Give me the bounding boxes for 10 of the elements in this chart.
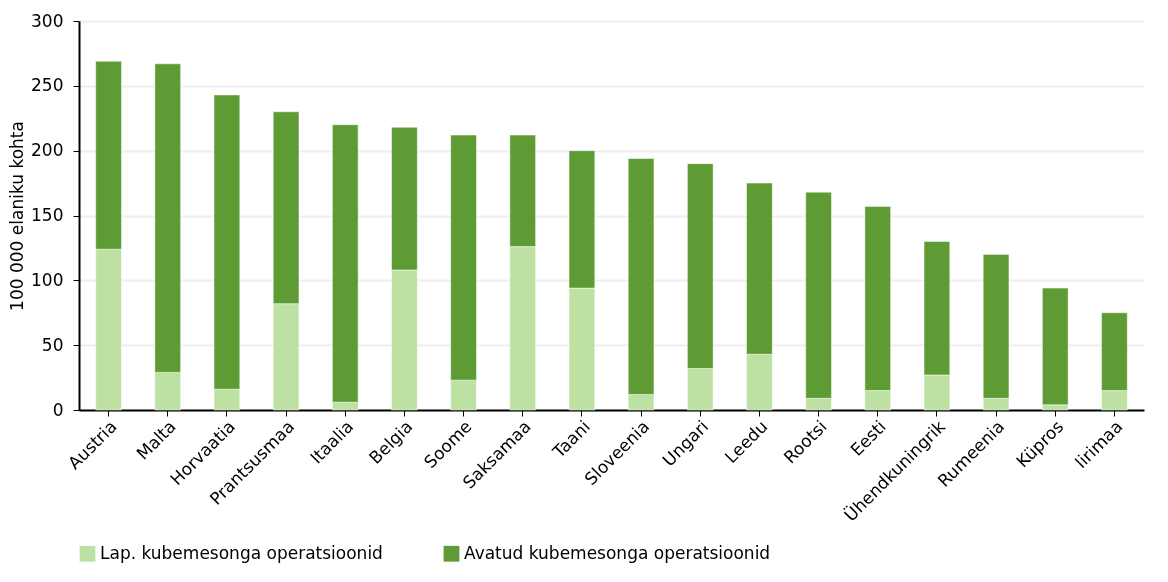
y-tick-label: 50: [41, 334, 64, 355]
y-tick-label: 0: [52, 399, 64, 420]
y-tick-label: 100: [31, 269, 64, 290]
y-tick-label: 250: [31, 75, 64, 96]
y-axis-title: 100 000 elaniku kohta: [7, 121, 28, 311]
y-tick-label: 300: [31, 10, 64, 31]
y-tick-label: 150: [31, 205, 64, 225]
legend-label: Avatud kubemesonga operatsioonid: [464, 542, 771, 563]
y-tick-label: 200: [31, 140, 64, 161]
legend-label: Lap. kubemesonga operatsioonid: [100, 542, 383, 563]
